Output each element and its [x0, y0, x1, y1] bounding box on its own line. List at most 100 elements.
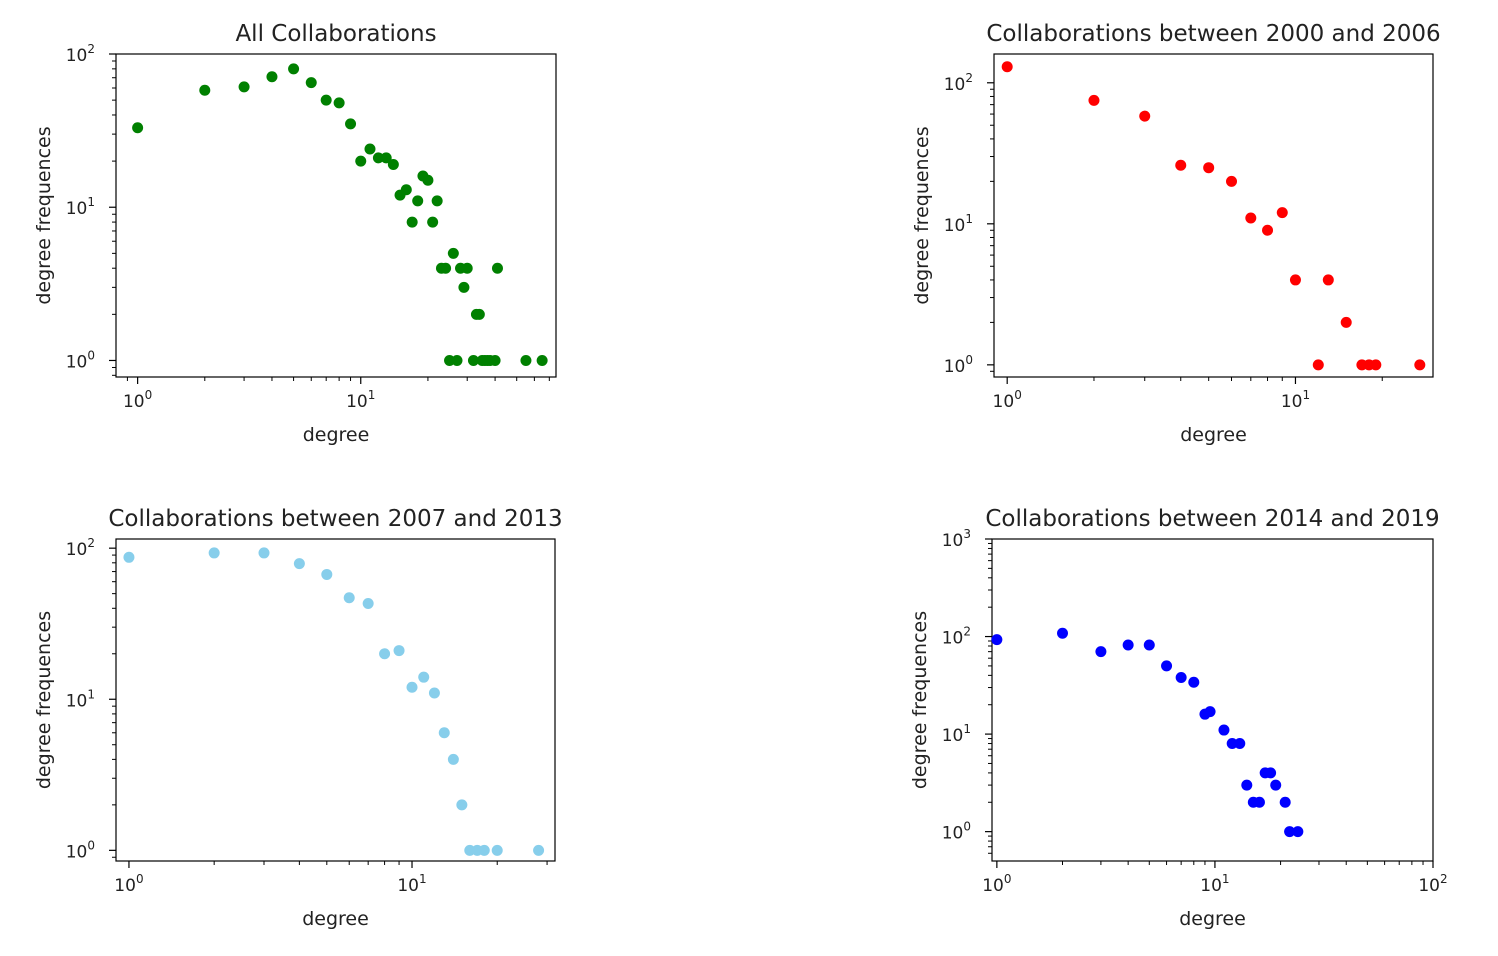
data-point	[333, 97, 345, 109]
data-point	[1289, 274, 1301, 286]
data-point	[1175, 159, 1187, 171]
y-axis-label: degree frequences	[33, 611, 55, 789]
data-point	[364, 143, 376, 155]
y-tick-label: 100	[66, 348, 95, 372]
data-point	[406, 216, 418, 228]
data-point	[258, 547, 270, 559]
x-axis-label: degree	[1180, 424, 1247, 446]
data-point	[1262, 224, 1274, 236]
data-point	[387, 159, 399, 171]
data-point	[1265, 767, 1277, 779]
axes-frame	[991, 538, 1434, 862]
data-point	[1370, 359, 1382, 371]
data-point	[1279, 796, 1291, 808]
data-point	[447, 247, 459, 259]
data-point	[418, 671, 430, 683]
data-point	[1226, 738, 1238, 750]
data-point	[1188, 676, 1200, 688]
subplot-3: 100 101 100 101 102 Collaborations between 20…	[33, 506, 563, 930]
data-point	[1312, 359, 1324, 371]
data-point	[1139, 110, 1151, 122]
x-tick-label: 102	[1418, 872, 1447, 896]
data-point	[491, 262, 503, 274]
y-tick-label: 101	[66, 195, 95, 219]
data-point	[461, 262, 473, 274]
data-point	[321, 568, 333, 580]
axes-frame	[115, 53, 557, 378]
data-point	[132, 122, 144, 134]
data-point	[1414, 359, 1426, 371]
data-point	[489, 354, 501, 366]
x-tick-label: 100	[123, 388, 152, 412]
y-tick-label: 101	[66, 687, 95, 711]
chart-title: All Collaborations	[235, 21, 436, 47]
y-tick-label: 100	[944, 353, 973, 377]
data-point	[1088, 94, 1100, 106]
y-axis-label: degree frequences	[911, 126, 933, 304]
data-point	[1322, 274, 1334, 286]
y-tick-label: 100	[66, 838, 95, 862]
y-tick-label: 102	[944, 71, 973, 95]
data-point	[293, 558, 305, 570]
x-tick-label: 100	[993, 388, 1022, 412]
data-point	[345, 118, 357, 130]
data-point	[305, 77, 317, 89]
x-tick-label: 101	[397, 872, 426, 896]
data-point	[520, 354, 532, 366]
data-point	[406, 681, 418, 693]
data-point	[533, 844, 545, 856]
data-point	[1276, 207, 1288, 219]
data-point	[536, 354, 548, 366]
data-point	[1161, 660, 1173, 672]
x-tick-label: 101	[1200, 872, 1229, 896]
y-tick-label: 102	[942, 625, 971, 649]
subplot-4: 100 101 102 100 101 102 103 Collaborations betw…	[909, 506, 1448, 930]
data-point	[1122, 639, 1134, 651]
chart-title: Collaborations between 2007 and 2013	[108, 506, 562, 532]
data-point	[451, 354, 463, 366]
data-point	[1241, 779, 1253, 791]
data-point	[458, 281, 470, 293]
data-point	[266, 71, 278, 83]
data-point	[438, 727, 450, 739]
data-point	[1175, 672, 1187, 684]
y-tick-label: 102	[66, 42, 95, 66]
x-axis-label: degree	[1179, 908, 1246, 930]
x-tick-label: 100	[982, 872, 1011, 896]
data-point	[1143, 639, 1155, 651]
data-point	[320, 94, 332, 106]
subplot-2: 100 101 100 101 102 Collaborations between 20…	[911, 21, 1441, 446]
data-point	[1234, 738, 1246, 750]
data-point	[428, 687, 440, 699]
data-point	[208, 547, 220, 559]
x-axis-label: degree	[302, 908, 369, 930]
data-point	[1253, 796, 1265, 808]
data-point	[343, 592, 355, 604]
data-point	[379, 648, 391, 660]
data-point	[456, 799, 468, 811]
data-point	[1057, 627, 1069, 639]
y-tick-label: 101	[942, 722, 971, 746]
data-point	[473, 308, 485, 320]
axes-frame	[993, 53, 1434, 378]
data-point	[1284, 826, 1296, 838]
data-point	[380, 152, 392, 164]
data-point	[478, 844, 490, 856]
data-point	[1245, 212, 1257, 224]
x-axis-label: degree	[303, 424, 370, 446]
y-tick-label: 102	[66, 536, 95, 560]
data-point	[1095, 646, 1107, 658]
chart-title: Collaborations between 2000 and 2006	[986, 21, 1440, 47]
data-point	[467, 354, 479, 366]
data-point	[362, 598, 374, 610]
data-point	[400, 184, 412, 196]
data-point	[372, 152, 384, 164]
y-tick-label: 100	[942, 820, 971, 844]
y-axis-label: degree frequences	[909, 611, 931, 789]
data-point	[288, 63, 300, 75]
x-tick-label: 101	[346, 388, 375, 412]
data-point	[1218, 724, 1230, 736]
data-point	[238, 81, 250, 93]
data-point	[447, 753, 459, 765]
